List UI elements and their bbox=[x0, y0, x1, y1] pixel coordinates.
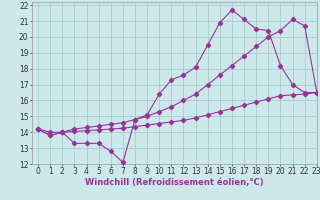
X-axis label: Windchill (Refroidissement éolien,°C): Windchill (Refroidissement éolien,°C) bbox=[85, 178, 264, 187]
